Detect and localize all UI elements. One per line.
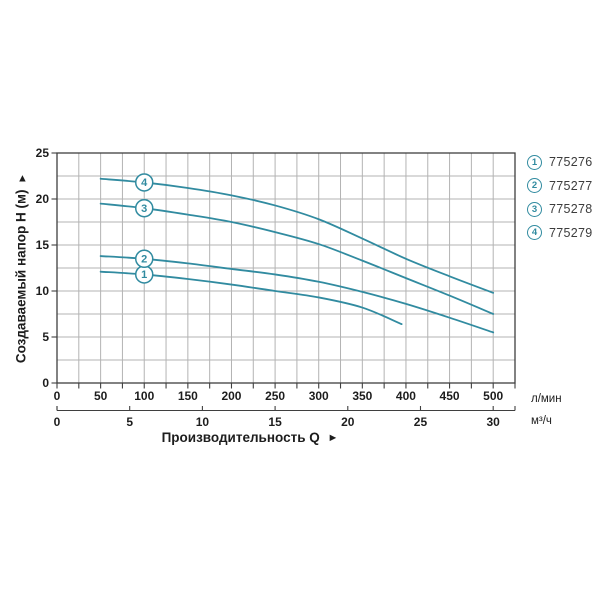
x-axis-title-text: Производительность Q <box>161 430 320 445</box>
curve-marker-circle <box>134 173 154 192</box>
legend-item-775277: 2 775277 <box>527 177 593 195</box>
secondary-tick-label: 15 <box>268 415 282 429</box>
up-arrow-icon: ▲ <box>17 172 28 185</box>
y-axis-title: Создаваемый напор H (м) ▲ <box>13 172 29 364</box>
legend-item-code: 775276 <box>549 155 593 169</box>
x-tick-label: 350 <box>352 389 372 403</box>
plot-border <box>56 152 516 384</box>
curve-marker-number: 3 <box>141 203 147 215</box>
secondary-tick-label: 25 <box>414 415 428 429</box>
legend-item-775278: 3 775278 <box>527 200 593 218</box>
y-axis-title-text: Создаваемый напор H (м) <box>13 189 29 364</box>
y-tick-label: 20 <box>36 192 50 206</box>
x-tick-label: 300 <box>309 389 329 403</box>
legend-item-code: 775278 <box>549 202 593 216</box>
y-tick-label: 15 <box>36 238 50 252</box>
curve-775278 <box>99 202 495 315</box>
y-tick-label: 0 <box>42 376 49 390</box>
secondary-tick-label: 5 <box>126 415 133 429</box>
secondary-tick-label: 0 <box>54 415 61 429</box>
curve-marker-circle <box>134 249 154 269</box>
legend-item-775276: 1 775276 <box>527 153 593 171</box>
x-tick-label: 400 <box>396 389 416 403</box>
x-tick-label: 500 <box>483 389 503 403</box>
curve-775277 <box>99 255 495 334</box>
x-tick-label: 200 <box>221 389 241 403</box>
legend: 1 775276 2 775277 3 775278 4 775279 <box>527 153 593 242</box>
legend-item-775279: 4 775279 <box>527 224 593 242</box>
y-tick-label: 25 <box>36 146 50 160</box>
curve-775279 <box>99 177 495 294</box>
secondary-tick-label: 10 <box>196 415 210 429</box>
x-tick-label: 100 <box>134 389 154 403</box>
x-tick-label: 50 <box>94 389 108 403</box>
x-axis-title: Производительность Q ► <box>162 430 339 445</box>
secondary-tick-label: 30 <box>487 415 501 429</box>
primary-unit-label: л/мин <box>531 393 562 405</box>
x-tick-label: 250 <box>265 389 285 403</box>
legend-item-number: 1 <box>527 154 542 170</box>
curve-marker-number: 4 <box>141 177 148 189</box>
legend-item-code: 775277 <box>549 178 593 193</box>
secondary-unit-label: м³/ч <box>531 415 552 427</box>
x-tick-label: 0 <box>54 389 61 403</box>
legend-item-code: 775279 <box>549 225 593 240</box>
x-tick-label: 150 <box>178 389 198 403</box>
curve-marker-circle <box>134 198 154 218</box>
curve-marker-number: 1 <box>141 269 147 281</box>
legend-item-number: 2 <box>527 178 542 193</box>
x-tick-label: 450 <box>440 389 460 403</box>
secondary-tick-label: 20 <box>341 415 355 429</box>
legend-item-number: 3 <box>527 201 542 217</box>
right-arrow-icon: ► <box>327 432 339 444</box>
legend-item-number: 4 <box>527 225 542 240</box>
y-tick-label: 10 <box>36 284 50 298</box>
y-tick-label: 5 <box>42 330 49 344</box>
curve-marker-number: 2 <box>141 254 147 266</box>
